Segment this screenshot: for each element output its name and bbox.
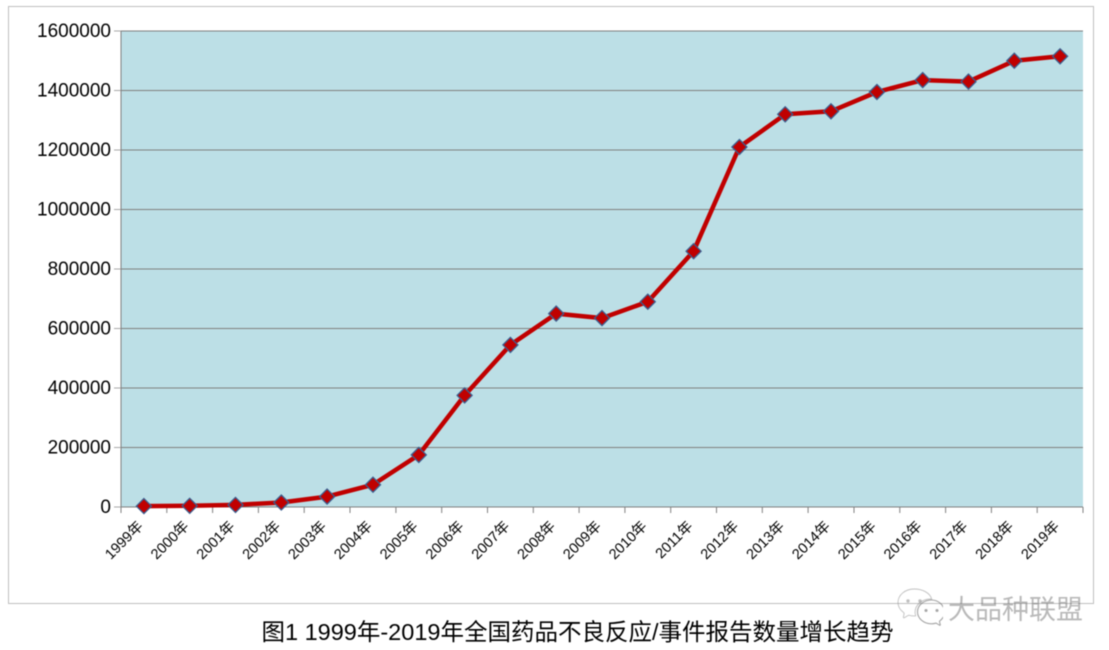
svg-text:1999年: 1999年 <box>102 518 147 563</box>
svg-text:2005年: 2005年 <box>377 518 422 563</box>
svg-text:2002年: 2002年 <box>239 518 284 563</box>
svg-text:2004年: 2004年 <box>331 518 376 563</box>
svg-text:2008年: 2008年 <box>514 518 559 563</box>
svg-text:400000: 400000 <box>48 378 111 399</box>
svg-text:0: 0 <box>100 497 111 518</box>
svg-text:2014年: 2014年 <box>789 518 834 563</box>
svg-text:200000: 200000 <box>48 438 111 459</box>
svg-text:2013年: 2013年 <box>743 518 788 563</box>
svg-text:800000: 800000 <box>48 259 111 280</box>
svg-text:2010年: 2010年 <box>606 518 651 563</box>
svg-text:2003年: 2003年 <box>285 518 330 563</box>
svg-text:2016年: 2016年 <box>880 518 925 563</box>
svg-text:2015年: 2015年 <box>835 518 880 563</box>
svg-text:1400000: 1400000 <box>37 81 111 102</box>
svg-text:2011年: 2011年 <box>652 518 696 562</box>
svg-text:1200000: 1200000 <box>37 140 111 161</box>
svg-text:2001年: 2001年 <box>193 518 238 563</box>
svg-text:1000000: 1000000 <box>37 200 111 221</box>
svg-text:2000年: 2000年 <box>147 518 192 563</box>
svg-text:2009年: 2009年 <box>560 518 605 563</box>
svg-text:1600000: 1600000 <box>37 21 111 42</box>
svg-text:2019年: 2019年 <box>1018 518 1063 563</box>
svg-text:2006年: 2006年 <box>422 518 467 563</box>
svg-text:2007年: 2007年 <box>468 518 513 563</box>
svg-text:600000: 600000 <box>48 319 111 340</box>
svg-text:2012年: 2012年 <box>697 518 742 563</box>
svg-text:2017年: 2017年 <box>926 518 971 563</box>
svg-text:2018年: 2018年 <box>972 518 1017 563</box>
